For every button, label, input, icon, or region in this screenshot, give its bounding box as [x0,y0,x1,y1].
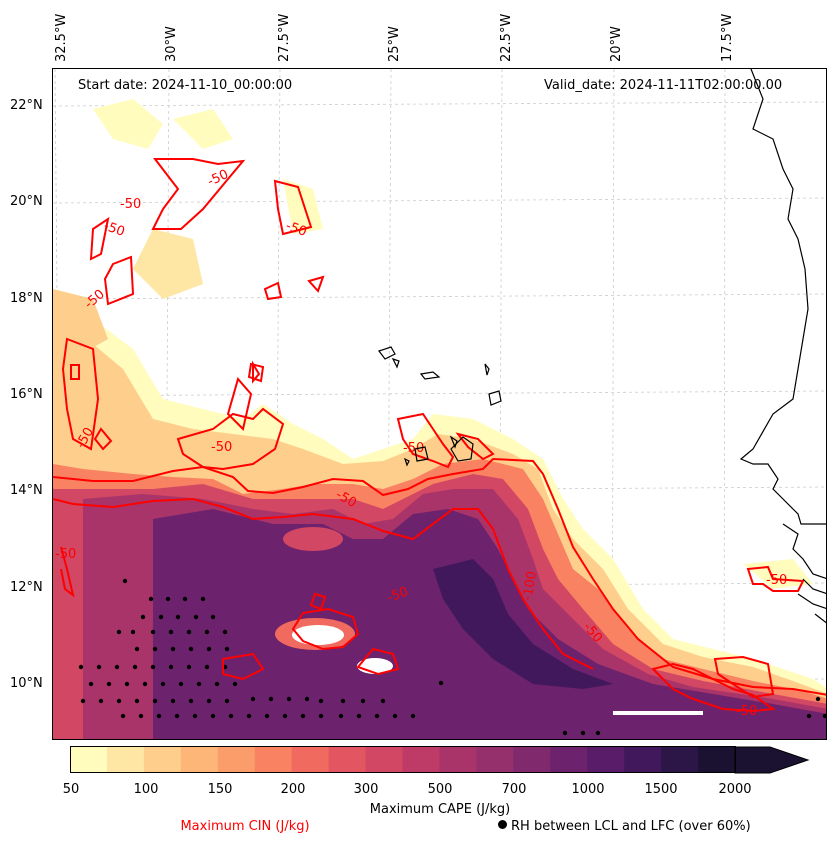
colorbar-cell [624,747,662,773]
colorbar-cell [439,747,477,773]
valid-date-label: Valid_date: 2024-11-11T02:00:00.00 [544,78,783,93]
colorbar-cell [550,747,588,773]
colorbar-tick-1500: 1500 [644,782,678,797]
cin-label-6: -50 [211,440,232,455]
cape-level-1500 [433,559,613,689]
map-canvas: -50 -50 -50 -50 -50 -50 -50 -50 -50 -50 … [53,69,826,739]
cin-contours [53,158,826,713]
cin-label-11: -50 [385,584,410,605]
colorbar-title: Maximum CAPE (J/kg) [369,802,511,817]
cape-verde-island-9 [403,457,410,467]
colorbar-cell [365,747,403,773]
colorbar-cell [661,747,699,773]
colorbar-tick-50: 50 [62,782,80,797]
cape-colorbar [70,746,810,774]
colorbar-tick-700: 700 [501,782,527,797]
colorbar-cell [106,747,145,773]
colorbar-cell [254,747,293,773]
lon-label-22-5w: 22.5°W [499,13,514,62]
colorbar-tick-200: 200 [280,782,306,797]
cape-field [53,99,826,739]
colorbar-cell [698,747,736,773]
lat-label-18n: 18°N [10,291,43,306]
cape-verde-island-8 [450,436,474,462]
cape-verde-island-7 [414,446,429,462]
colorbar-cell [513,747,551,773]
rh-dot-icon [498,820,507,829]
cin-label-1: -50 [205,167,231,190]
colorbar-cell [70,747,108,773]
cin-label-2: -50 [120,197,141,212]
lat-label-20n: 20°N [10,194,43,209]
rh-legend-label: RH between LCL and LFC (over 60%) [511,819,751,834]
lat-label-16n: 16°N [10,387,43,402]
lon-label-25w: 25°W [387,26,402,62]
cin-label-12: -100 [520,570,540,602]
africa-coastline [739,69,826,624]
colorbar-cell [328,747,367,773]
cin-label-3: -50 [102,219,127,240]
cape-verde-island-3 [419,371,441,380]
lat-label-12n: 12°N [10,580,43,595]
cin-label-15: -50 [766,573,787,588]
rh-dots [78,578,826,736]
cin-label-14: -50 [736,704,757,719]
cape-low-pocket-2 [283,527,343,551]
cape-patch-nw [93,99,163,149]
colorbar-cell [143,747,182,773]
colorbar-tick-2000: 2000 [718,782,752,797]
cape-patch-n3 [283,179,323,234]
coastlines [378,69,826,624]
cape-patch-n1 [133,229,203,299]
start-date-label: Start date: 2024-11-10_00:00:00 [78,78,293,93]
cin-label-8: -50 [403,441,424,456]
cape-clear-strip [613,711,703,715]
colorbar-cell [402,747,440,773]
colorbar-cell [217,747,256,773]
colorbar-tick-500: 500 [427,782,453,797]
cin-label-10: -50 [55,547,76,562]
lon-label-27-5w: 27.5°W [277,13,292,62]
colorbar-tick-150: 150 [207,782,233,797]
colorbar-tick-100: 100 [133,782,159,797]
lon-label-30w: 30°W [164,26,179,62]
lat-label-22n: 22°N [10,98,43,113]
cape-verde-island-2 [391,357,400,369]
map-panel[interactable]: -50 -50 -50 -50 -50 -50 -50 -50 -50 -50 … [52,68,827,740]
cape-verde-island-4 [484,363,490,376]
colorbar-tick-300: 300 [353,782,379,797]
cape-verde-island-1 [378,346,396,360]
colorbar-cell [291,747,330,773]
rh-legend: RH between LCL and LFC (over 60%) [498,819,751,834]
cape-patch-n4 [173,109,233,149]
colorbar-extend-arrow [734,746,810,774]
cin-legend-label: Maximum CIN (J/kg) [180,819,310,834]
cape-clear-pocket-1 [292,625,344,645]
colorbar-cell [476,747,514,773]
colorbar-tick-1000: 1000 [571,782,605,797]
lon-label-32-5w: 32.5°W [54,13,69,62]
cin-label-4: -50 [284,219,309,240]
lat-label-14n: 14°N [10,483,43,498]
lon-label-17-5w: 17.5°W [720,13,735,62]
cape-verde-island-5 [488,390,502,406]
lat-label-10n: 10°N [10,676,43,691]
colorbar-cell [587,747,625,773]
colorbar-cell [180,747,219,773]
colorbar-outline [70,746,736,773]
lon-label-20w: 20°W [609,26,624,62]
